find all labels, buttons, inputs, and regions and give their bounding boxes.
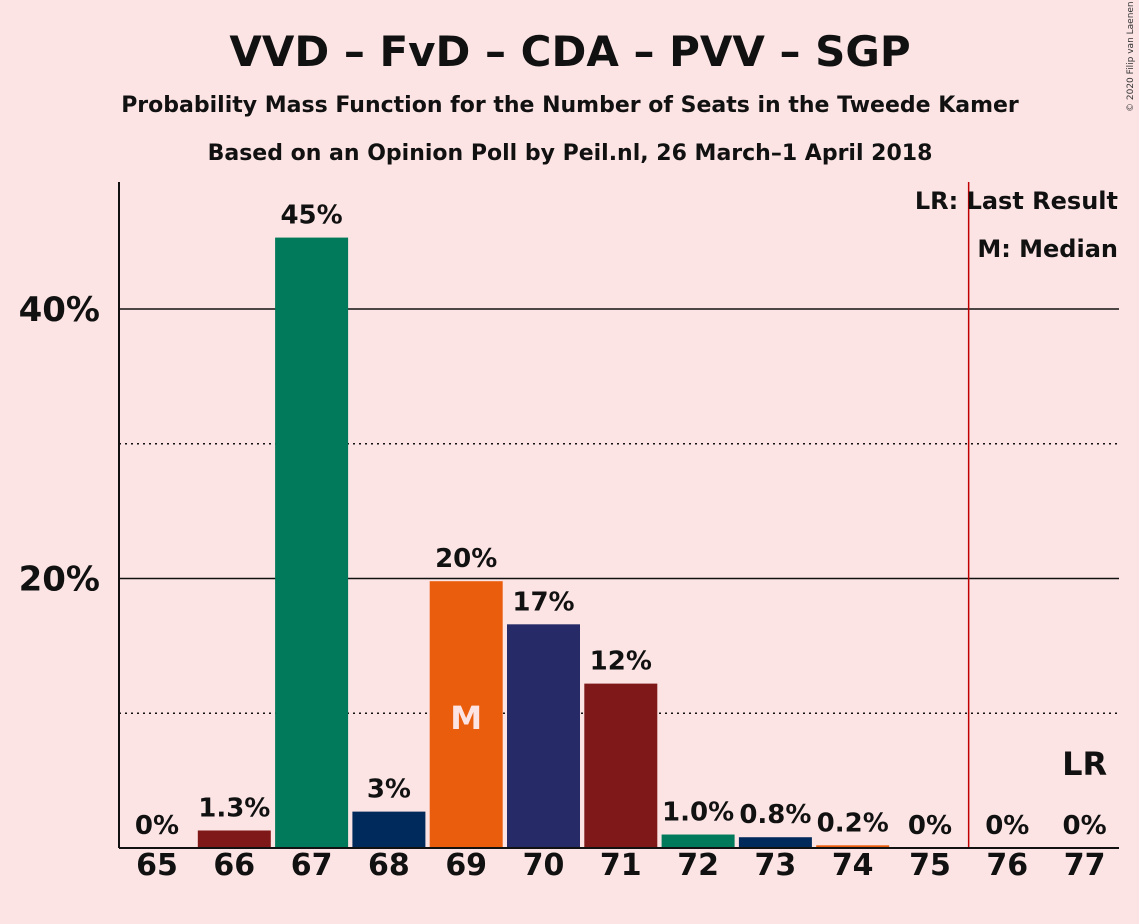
- x-tick-label: 69: [445, 848, 487, 883]
- bars: [197, 237, 890, 848]
- chart-subtitle-1: Probability Mass Function for the Number…: [121, 93, 1019, 118]
- value-labels: 0% 1.3% 45% 3% 20% 17% 12% 1.0% 0.8% 0.2% 0% 0% 0% M L…: [135, 201, 1107, 841]
- copyright-note: © 2020 Filip van Laenen: [1126, 1, 1136, 112]
- y-axis-ticks: 20% 40%: [19, 290, 100, 600]
- bar: [197, 830, 271, 848]
- x-tick-label: 74: [832, 848, 874, 883]
- value-label: 0.8%: [739, 800, 811, 830]
- bar: [507, 624, 580, 848]
- value-label: 0%: [908, 811, 952, 841]
- bar: [429, 581, 503, 848]
- value-label: 45%: [280, 201, 342, 231]
- value-label: 0.2%: [817, 808, 889, 838]
- x-tick-label: 68: [368, 848, 410, 883]
- value-label: 1.0%: [662, 798, 734, 828]
- x-tick-label: 73: [755, 848, 797, 883]
- value-label: 0%: [135, 811, 179, 841]
- chart-subtitle-2: Based on an Opinion Poll by Peil.nl, 26 …: [208, 141, 933, 166]
- x-tick-label: 70: [523, 848, 565, 883]
- value-label: 12%: [590, 647, 652, 677]
- y-tick-label: 20%: [19, 560, 100, 600]
- legend-last-result: LR: Last Result: [915, 187, 1118, 215]
- value-label: 1.3%: [198, 793, 270, 823]
- value-label: 17%: [512, 587, 574, 617]
- y-tick-label: 40%: [19, 290, 100, 330]
- bar: [352, 811, 426, 848]
- x-tick-label: 77: [1064, 848, 1106, 883]
- x-axis-ticks: 65 66 67 68 69 70 71 72 73 74 75 76 77: [136, 848, 1105, 883]
- bar: [661, 834, 735, 848]
- x-tick-label: 71: [600, 848, 642, 883]
- x-tick-label: 75: [909, 848, 951, 883]
- bar: [816, 845, 890, 848]
- median-marker: M: [450, 699, 482, 737]
- x-tick-label: 65: [136, 848, 178, 883]
- last-result-marker: LR: [1062, 745, 1107, 783]
- bar: [275, 237, 349, 848]
- x-tick-label: 76: [986, 848, 1028, 883]
- bar: [584, 683, 658, 848]
- x-tick-label: 66: [213, 848, 255, 883]
- value-label: 0%: [985, 811, 1029, 841]
- value-label: 3%: [367, 775, 411, 805]
- value-label: 0%: [1063, 811, 1107, 841]
- chart-title: VVD – FvD – CDA – PVV – SGP: [229, 27, 910, 76]
- value-label: 20%: [435, 544, 497, 574]
- bar: [738, 837, 812, 848]
- x-tick-label: 67: [291, 848, 333, 883]
- x-tick-label: 72: [677, 848, 719, 883]
- legend-median: M: Median: [977, 235, 1118, 263]
